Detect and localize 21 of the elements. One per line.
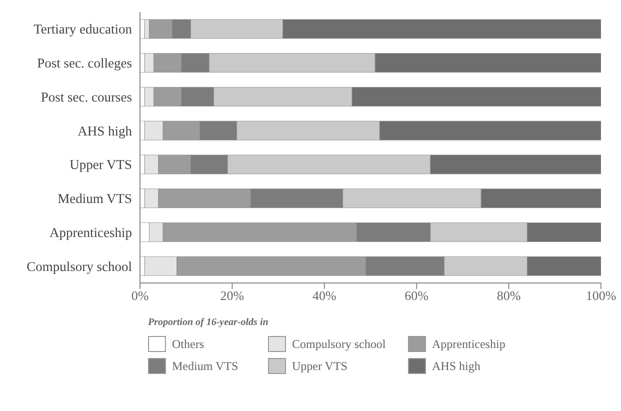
x-tick-label: 60% [404, 288, 429, 304]
legend-label: Compulsory school [291, 336, 387, 352]
x-tick-label: 100% [586, 288, 616, 304]
legend-label: Upper VTS [291, 358, 348, 374]
y-tick-label: Compulsory school [26, 258, 132, 274]
legend-title: Proportion of 16-year-olds in [148, 317, 270, 328]
x-tick-label: 20% [220, 288, 244, 304]
x-tick-label: 0% [131, 288, 149, 304]
y-tick-label: Post sec. courses [40, 89, 132, 104]
legend-label: Others [171, 336, 205, 352]
y-tick-label: Apprenticeship [50, 224, 132, 240]
x-tick-label: 80% [496, 288, 521, 304]
y-tick-label: AHS high [78, 123, 132, 138]
legend-label: Medium VTS [171, 358, 240, 374]
y-tick-label: Upper VTS [70, 157, 132, 172]
x-tick-label: 40% [312, 288, 336, 304]
legend-label: AHS high [431, 358, 482, 374]
legend-label: Apprenticeship [431, 336, 506, 352]
y-tick-label: Tertiary education [34, 22, 132, 37]
y-tick-label: Post sec. colleges [37, 56, 132, 71]
y-tick-label: Medium VTS [58, 191, 132, 206]
